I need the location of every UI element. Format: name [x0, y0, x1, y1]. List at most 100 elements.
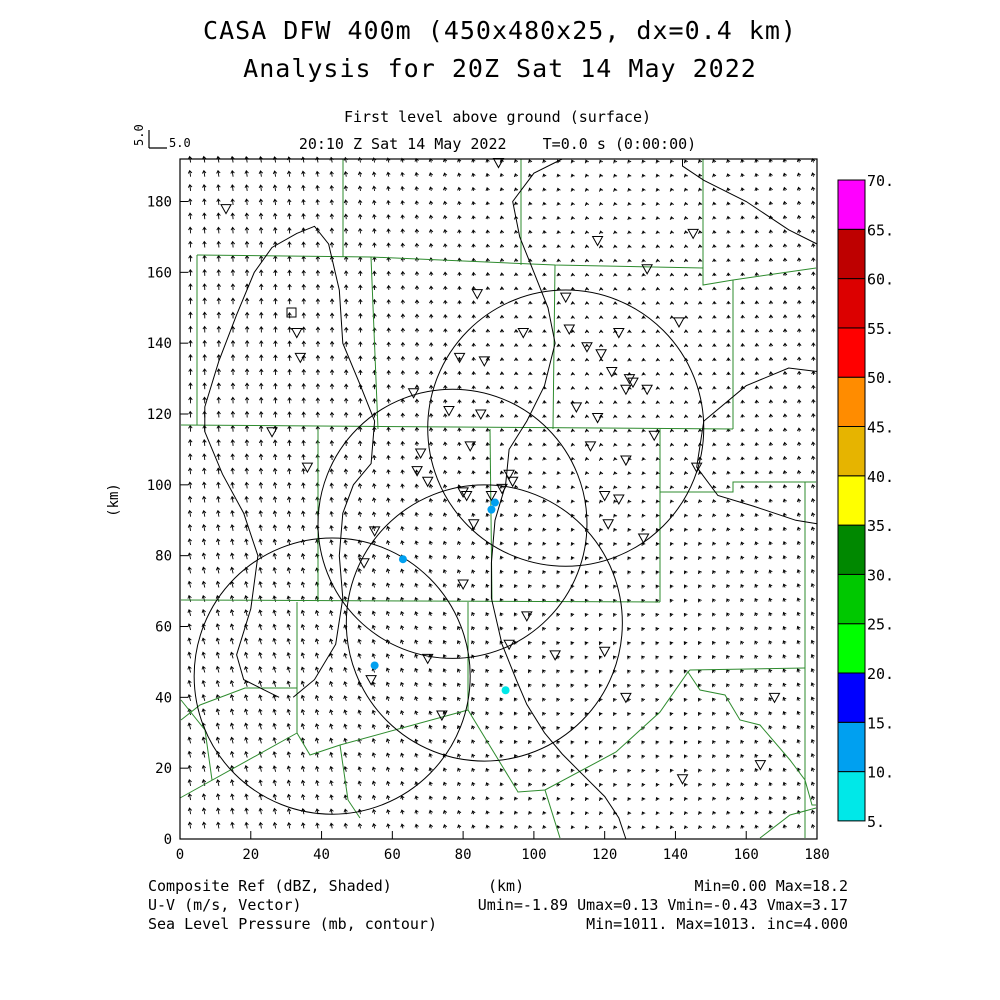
wind-vector	[485, 215, 490, 220]
wind-vector	[244, 311, 250, 319]
wind-vector	[371, 624, 376, 631]
wind-vector	[485, 413, 490, 418]
wind-vector	[230, 283, 236, 291]
vector-key-v-label: 5.0	[132, 124, 146, 146]
wind-vector	[386, 511, 391, 517]
colorbar-swatch	[837, 771, 866, 822]
wind-vector	[499, 725, 504, 730]
wind-vector	[286, 567, 291, 574]
wind-vector	[315, 340, 321, 347]
wind-vector	[796, 484, 802, 489]
wind-vector	[343, 822, 348, 829]
wind-vector	[287, 382, 292, 390]
wind-vector	[514, 343, 519, 347]
wind-vector	[810, 767, 815, 772]
wind-vector	[726, 414, 731, 418]
wind-vector	[443, 271, 448, 276]
wind-vector	[499, 711, 504, 716]
footer-field-pressure: Sea Level Pressure (mb, contour)	[148, 915, 437, 933]
wind-vector	[357, 525, 362, 532]
wind-vector	[584, 343, 590, 348]
wind-vector	[400, 667, 405, 673]
wind-vector	[314, 694, 320, 702]
y-tick-label: 120	[147, 407, 172, 423]
wind-vector	[315, 794, 320, 801]
wind-vector	[329, 454, 335, 461]
wind-vector	[528, 300, 533, 305]
wind-vector	[796, 569, 801, 574]
wind-vector	[598, 329, 604, 334]
x-tick-label: 80	[455, 847, 472, 863]
wind-vector	[754, 342, 759, 347]
wind-vector	[456, 696, 461, 702]
wind-vector	[286, 722, 291, 730]
wind-vector	[273, 411, 278, 418]
wind-vector	[796, 795, 801, 801]
wind-vector	[683, 386, 689, 390]
wind-vector	[698, 669, 702, 674]
wind-vector	[811, 370, 816, 376]
wind-vector	[542, 258, 547, 263]
wind-vector	[201, 764, 206, 772]
station-marker	[605, 367, 618, 378]
colorbar-label: 40.	[867, 468, 894, 486]
wind-vector	[810, 568, 815, 574]
colorbar-swatch	[837, 327, 866, 378]
wind-vector	[272, 156, 278, 163]
wind-vector	[344, 369, 349, 376]
wind-vector	[655, 782, 660, 787]
wind-vector	[810, 583, 815, 588]
wind-vector	[584, 669, 589, 674]
wind-vector	[655, 471, 660, 476]
wind-vector	[273, 226, 278, 234]
wind-vector	[471, 725, 476, 730]
wind-vector	[414, 667, 419, 673]
wind-vector	[655, 244, 660, 249]
wind-vector	[768, 526, 773, 532]
wind-vector	[201, 679, 206, 687]
wind-vector	[584, 683, 589, 688]
wind-vector	[358, 298, 363, 305]
wind-vector	[810, 682, 815, 687]
wind-vector	[229, 651, 235, 659]
wind-vector	[442, 639, 447, 645]
wind-vector	[485, 172, 490, 177]
wind-vector	[428, 186, 434, 192]
wind-vector	[230, 255, 236, 262]
wind-vector	[457, 795, 462, 801]
wind-vector	[712, 230, 717, 234]
wind-vector	[287, 283, 292, 291]
wind-vector	[442, 455, 448, 461]
wind-vector	[598, 442, 604, 447]
wind-vector	[613, 343, 618, 348]
wind-vector	[542, 641, 546, 645]
wind-vector	[683, 825, 688, 830]
wind-vector	[655, 697, 660, 702]
reflectivity-cell	[370, 661, 379, 670]
wind-vector	[768, 512, 773, 517]
wind-vector	[357, 567, 362, 574]
wind-vector	[456, 668, 461, 673]
wind-vector	[471, 158, 476, 163]
valid-time-label: 20:10 Z Sat 14 May 2022 T=0.0 s (0:00:00…	[298, 135, 697, 153]
wind-vector	[683, 697, 688, 702]
wind-vector	[740, 697, 745, 702]
wind-vector	[740, 314, 745, 319]
wind-vector	[414, 313, 420, 319]
wind-vector	[400, 738, 405, 744]
wind-vector	[570, 811, 575, 816]
wind-vector	[528, 810, 533, 815]
wind-vector	[797, 427, 802, 432]
wind-vector	[641, 556, 646, 561]
wind-vector	[641, 400, 646, 405]
wind-vector	[669, 301, 675, 305]
station-marker	[620, 455, 632, 467]
wind-vector	[513, 683, 518, 688]
wind-vector	[258, 170, 264, 177]
wind-vector	[627, 556, 632, 561]
wind-vector	[187, 609, 192, 617]
wind-vector	[244, 297, 250, 305]
wind-vector	[754, 257, 759, 262]
wind-vector	[683, 301, 689, 305]
wind-vector	[485, 470, 490, 475]
